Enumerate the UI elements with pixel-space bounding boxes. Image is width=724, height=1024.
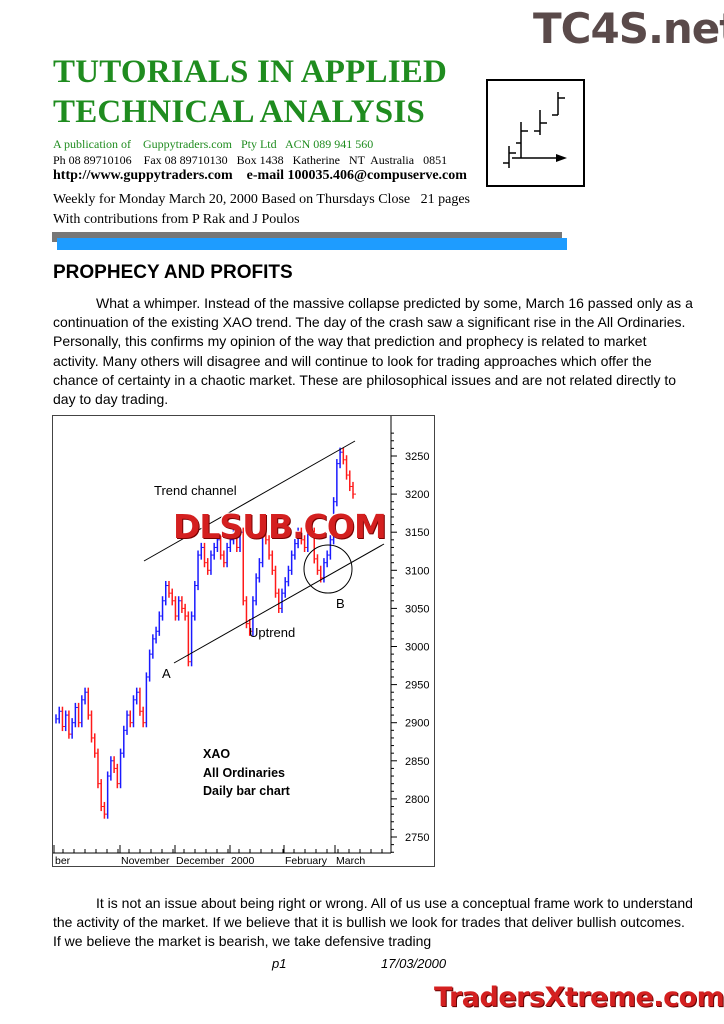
trend-channel-upper-line: [143, 440, 356, 562]
y-tick-label: 3000: [405, 642, 429, 654]
legend-line-1: XAO: [203, 747, 231, 761]
divider-shadow: [52, 232, 562, 242]
article-paragraph-2: It is not an issue about being right or …: [53, 895, 693, 950]
annotation-b: B: [336, 596, 345, 611]
publication-line: A publication of Guppytraders.com Pty Lt…: [53, 137, 374, 151]
y-tick-label: 2950: [405, 680, 429, 692]
arrow-icon: [556, 154, 567, 162]
logo-box: [486, 79, 585, 187]
xao-chart: 3250 3200 3150 3100 3050 3000 2950 2900 2850 2800…: [53, 416, 429, 866]
y-tick-label: 3150: [405, 527, 429, 539]
title-line-1: TUTORIALS IN APPLIED: [53, 54, 447, 90]
y-tick-label: 3250: [405, 451, 429, 463]
footer-page: p1: [272, 956, 287, 971]
chart-frame: 3250 3200 3150 3100 3050 3000 2950 2900 2850 2800…: [52, 415, 435, 867]
y-tick-label: 2850: [405, 756, 429, 768]
y-tick-label: 2800: [405, 794, 429, 806]
step-chart-icon: [503, 92, 565, 168]
issue-line: Weekly for Monday March 20, 2000 Based o…: [53, 192, 470, 207]
legend-line-3: Daily bar chart: [203, 784, 290, 798]
y-tick-label: 3100: [405, 565, 429, 577]
web-email-line[interactable]: http://www.guppytraders.com e-mail 10003…: [53, 168, 467, 183]
divider-bar: [57, 238, 567, 250]
annotation-uptrend: Uptrend: [249, 625, 296, 640]
chart-legend: XAO All Ordinaries Daily bar chart: [203, 745, 290, 801]
y-tick-label: 2900: [405, 718, 429, 730]
article-paragraph-1: What a whimper. Instead of the massive c…: [53, 295, 693, 408]
legend-line-2: All Ordinaries: [203, 765, 285, 780]
y-tick-label: 3050: [405, 603, 429, 615]
watermark-tc4s: TC4S.net: [533, 4, 724, 53]
article-heading: PROPHECY AND PROFITS: [53, 262, 293, 283]
title-line-2: TECHNICAL ANALYSIS: [53, 94, 425, 130]
watermark-tradersxtreme: TradersXtreme.com: [434, 982, 724, 1013]
watermark-dlsub: DLSUB.COM: [173, 507, 387, 546]
x-tick-label: February: [285, 855, 328, 866]
uptrend-line: [173, 543, 385, 664]
contributions-line: With contributions from P Rak and J Poul…: [53, 212, 300, 227]
annotation-a: A: [162, 666, 171, 681]
contact-line: Ph 08 89710106 Fax 08 89710130 Box 1438 …: [53, 153, 448, 167]
y-tick-label: 2750: [405, 832, 429, 844]
point-b-circle: [303, 544, 353, 594]
x-tick-label: ber: [55, 855, 71, 866]
footer-date: 17/03/2000: [381, 956, 447, 971]
x-tick-label: 2000: [231, 855, 255, 866]
annotation-trend-channel: Trend channel: [154, 483, 237, 498]
y-tick-label: 3200: [405, 489, 429, 501]
x-tick-label: March: [336, 855, 365, 866]
x-tick-label: November: [121, 855, 170, 866]
x-tick-label: December: [176, 855, 225, 866]
